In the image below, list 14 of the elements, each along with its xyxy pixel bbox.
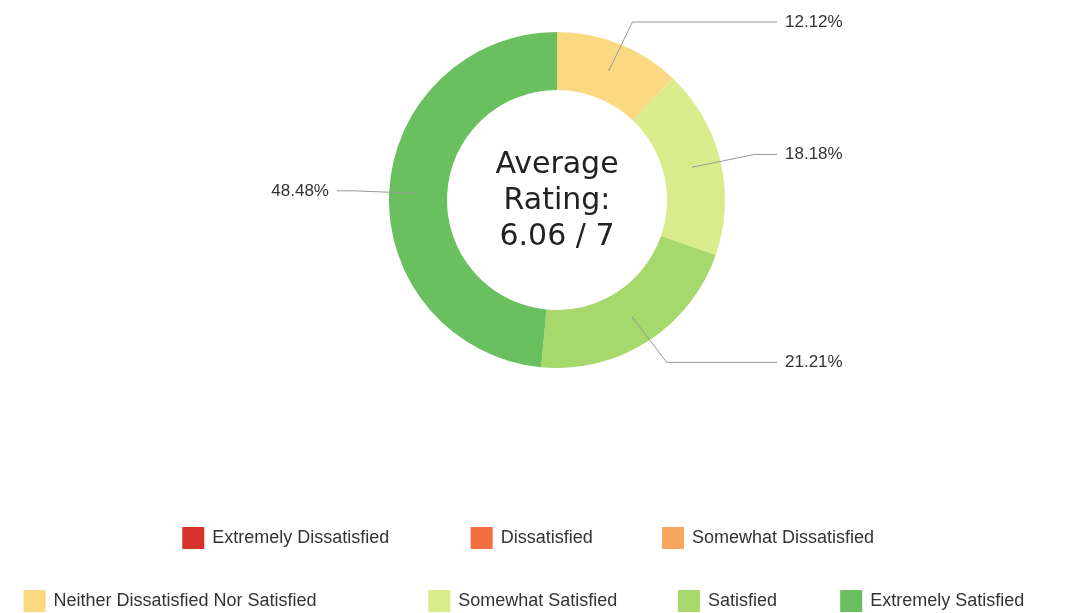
legend-label: Somewhat Dissatisfied (692, 527, 875, 547)
legend-label: Extremely Satisfied (870, 590, 1025, 610)
legend-label: Neither Dissatisfied Nor Satisfied (53, 590, 317, 610)
data-label: 12.12% (785, 12, 843, 31)
legend-label: Somewhat Satisfied (458, 590, 618, 610)
data-label: 48.48% (271, 180, 329, 200)
data-label: 18.18% (785, 144, 843, 164)
donut-slice (557, 32, 673, 121)
legend-label: Dissatisfied (500, 527, 593, 547)
legend-label: Extremely Dissatisfied (212, 527, 390, 547)
donut-slice (632, 78, 725, 255)
legend-label: Satisfied (707, 590, 777, 610)
text: Average Rating: 6.06 / 7 (495, 145, 619, 252)
data-label: 21.21% (785, 352, 843, 372)
